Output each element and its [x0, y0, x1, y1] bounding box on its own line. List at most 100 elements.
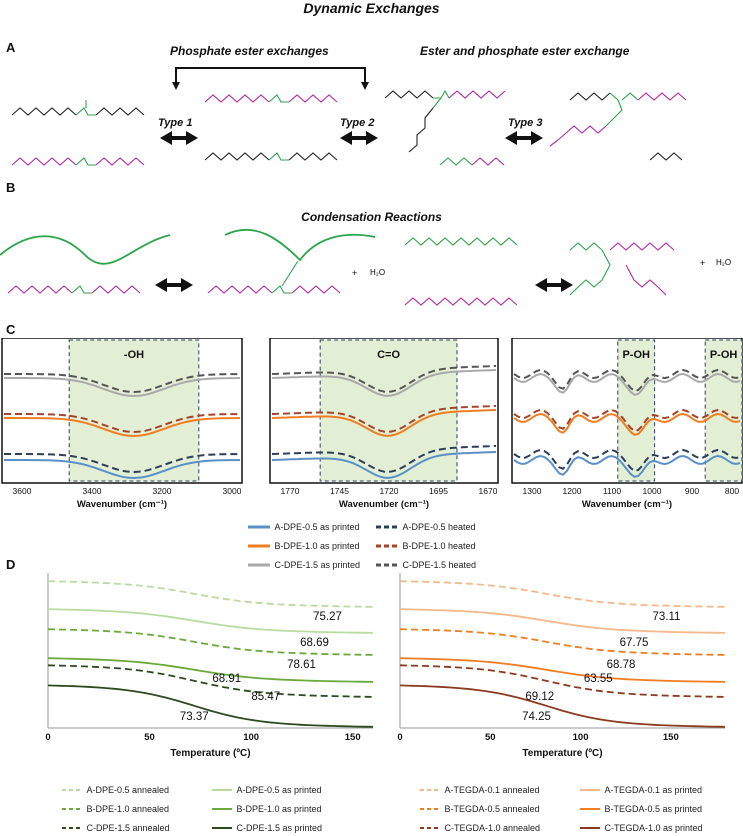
ftir-trace	[513, 408, 741, 432]
dsc-legend-item: B-TEGDA-0.5 as printed	[580, 804, 702, 814]
ftir-highlight-region	[68, 339, 200, 482]
reaction-scheme-a	[11, 67, 687, 166]
dsc-chart-1: 75.27 68.69 78.61 68.91 85.47 73.37 0 50 100 150 T…	[45, 573, 374, 759]
type3-arrow-icon	[505, 131, 543, 145]
dsc-legend-tegda: A-TEGDA-0.1 annealed A-TEGDA-0.1 as prin…	[420, 780, 740, 836]
ftir-trace	[271, 409, 497, 437]
ftir-trace	[513, 412, 741, 436]
dsc-tick-label: 50	[485, 732, 496, 743]
dsc-trace	[47, 608, 374, 634]
dsc-tick-label: 150	[663, 732, 679, 743]
water-label-2: H₂O	[716, 258, 732, 267]
dsc-legend-item: A-DPE-0.5 annealed	[62, 785, 170, 795]
ftir-tick-label: 3600	[13, 486, 32, 496]
type1-label: Type 1	[158, 117, 193, 129]
reaction-scheme-b	[0, 229, 675, 306]
dsc-trace	[47, 684, 374, 728]
dsc-tick-label: 0	[45, 732, 50, 743]
plus-sign-1: +	[352, 268, 358, 278]
ftir-legend-item: C-DPE-1.5 heated	[376, 560, 476, 570]
ftir-chart-3: P-OH P-OH 1300 1200 1100 1000 900 800 Wavenumber…	[511, 338, 743, 510]
heading-ester-phosphate-exchange: Ester and phosphate ester exchange	[420, 44, 630, 58]
ftir-tick-label: 1695	[429, 486, 448, 496]
ftir-region-label: P-OH	[622, 349, 650, 361]
ftir-tick-label: 3200	[153, 486, 172, 496]
dsc-trace	[47, 580, 374, 608]
condensation-arrow-right-icon	[535, 278, 573, 292]
ftir-region-label: C=O	[377, 349, 400, 361]
ftir-legend-item: A-DPE-0.5 as printed	[248, 522, 360, 532]
dsc-legend-item: B-TEGDA-0.5 annealed	[420, 804, 540, 814]
ftir-tick-label: 3400	[83, 486, 102, 496]
condensation-arrow-left-icon	[155, 278, 193, 292]
ftir-trace	[271, 451, 497, 479]
dsc-value-label: 73.11	[653, 611, 681, 623]
ftir-trace	[513, 372, 741, 396]
dsc-legend-item: A-TEGDA-0.1 annealed	[420, 785, 540, 795]
ftir-trace	[513, 448, 741, 472]
ftir-legend-item: B-DPE-1.0 heated	[376, 541, 476, 551]
ftir-tick-label: 1720	[380, 486, 399, 496]
dsc-legend-item: A-DPE-0.5 as printed	[212, 785, 322, 795]
ftir-trace	[4, 453, 241, 474]
panel-letter-c: C	[6, 322, 16, 337]
figure-title: Dynamic Exchanges	[303, 0, 440, 16]
ftir-chart-2: C=O 1770 1745 1720 1695 1670 Wavenumber (cm⁻¹)	[269, 338, 499, 510]
dsc-value-label: 67.75	[620, 637, 649, 649]
dsc-axis-label: Temperature (ºC)	[170, 748, 250, 759]
ftir-legend-item: B-DPE-1.0 as printed	[248, 541, 360, 551]
ftir-tick-label: 1770	[281, 486, 300, 496]
ftir-axis-label: Wavenumber (cm⁻¹)	[339, 499, 429, 510]
ftir-tick-label: 1200	[563, 486, 582, 496]
ftir-tick-label: 1000	[643, 486, 662, 496]
ftir-trace	[271, 405, 497, 433]
dsc-value-label: 78.61	[287, 659, 316, 671]
plus-sign-2: +	[700, 258, 706, 268]
type2-arrow-icon	[340, 131, 378, 145]
ftir-legend-item: A-DPE-0.5 heated	[376, 522, 476, 532]
dsc-trace	[399, 684, 726, 728]
panel-letter-b: B	[6, 180, 16, 195]
dsc-tick-label: 100	[573, 732, 589, 743]
ftir-legend: A-DPE-0.5 as printed A-DPE-0.5 heated B-…	[248, 517, 498, 573]
ftir-trace	[4, 413, 241, 434]
dsc-tick-label: 150	[345, 732, 361, 743]
heading-phosphate-ester-exchanges: Phosphate ester exchanges	[170, 44, 329, 58]
ftir-charts: -OH 3600 3400 3200 3000 Wavenumber (cm⁻¹) C=O 1…	[1, 338, 743, 510]
water-label-1: H₂O	[370, 268, 386, 277]
dsc-charts: 75.27 68.69 78.61 68.91 85.47 73.37 0 50 100 150 T…	[45, 573, 726, 759]
ftir-region-label: P-OH	[710, 349, 738, 361]
panel-letter-a: A	[6, 40, 16, 55]
ftir-tick-label: 900	[685, 486, 699, 496]
ftir-trace	[271, 365, 497, 393]
dsc-tick-label: 50	[144, 732, 155, 743]
dsc-value-label: 69.12	[525, 691, 554, 703]
ftir-trace	[513, 368, 741, 392]
dsc-trace	[399, 657, 726, 683]
dsc-value-label: 73.37	[180, 711, 209, 723]
dsc-tick-label: 100	[243, 732, 259, 743]
dsc-value-label: 85.47	[251, 691, 280, 703]
ftir-region-label: -OH	[124, 349, 144, 361]
ftir-tick-label: 1745	[330, 486, 349, 496]
dsc-axis-label: Temperature (ºC)	[522, 748, 602, 759]
type2-label: Type 2	[340, 117, 375, 129]
ftir-chart-1: -OH 3600 3400 3200 3000 Wavenumber (cm⁻¹)	[1, 338, 243, 510]
ftir-tick-label: 3000	[223, 486, 242, 496]
dsc-trace	[47, 657, 374, 683]
dsc-value-label: 74.25	[522, 711, 551, 723]
dsc-legend-item: B-DPE-1.0 as printed	[212, 804, 322, 814]
dsc-value-label: 63.55	[584, 673, 613, 685]
dsc-value-label: 68.91	[212, 673, 241, 685]
ftir-trace	[513, 454, 741, 478]
ftir-trace	[4, 377, 241, 398]
ftir-trace	[4, 459, 241, 480]
ftir-axis-label: Wavenumber (cm⁻¹)	[582, 499, 672, 510]
dsc-value-label: 68.78	[607, 659, 636, 671]
dsc-legend-dpe: A-DPE-0.5 annealed A-DPE-0.5 as printed …	[62, 780, 362, 836]
dsc-value-label: 68.69	[300, 637, 329, 649]
heading-condensation-reactions: Condensation Reactions	[301, 210, 442, 224]
type3-label: Type 3	[508, 117, 543, 129]
ftir-tick-label: 1100	[603, 486, 622, 496]
dsc-trace	[399, 608, 726, 634]
